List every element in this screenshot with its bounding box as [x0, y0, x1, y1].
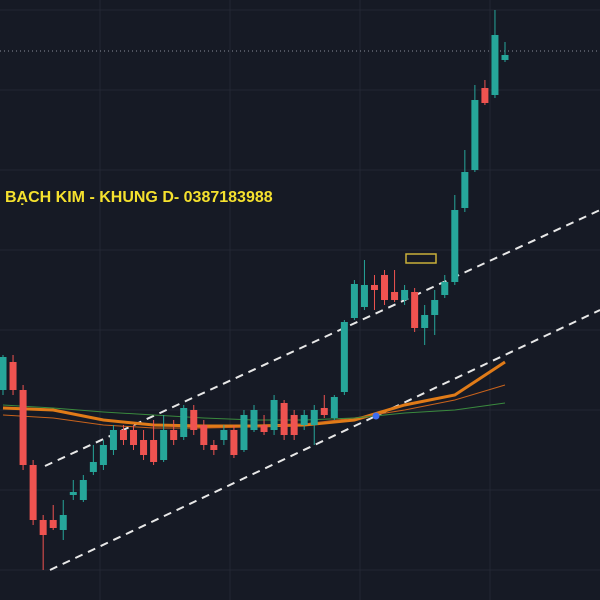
candle-body: [360, 285, 368, 307]
candle-body: [9, 362, 17, 390]
candle-body: [69, 492, 77, 495]
candle-body: [240, 415, 248, 450]
candle-body: [250, 410, 258, 430]
candle-body: [501, 55, 509, 60]
candle-body: [260, 425, 268, 432]
candle-body: [180, 408, 188, 437]
candle-body: [451, 210, 459, 282]
candle-body: [391, 292, 399, 300]
candle-body: [200, 425, 208, 445]
candle-body: [411, 292, 419, 328]
candle-body: [79, 480, 87, 500]
candle-body: [150, 440, 158, 462]
candle-body: [481, 88, 489, 103]
candle-body: [59, 515, 67, 530]
candle-body: [19, 390, 27, 465]
candle-body: [49, 520, 57, 528]
candle-body: [401, 290, 409, 300]
candle-body: [330, 397, 338, 418]
candle-body: [381, 275, 389, 300]
candle-body: [160, 430, 168, 460]
highlight-box: [405, 253, 437, 264]
candle-body: [29, 465, 37, 520]
candle-body: [190, 410, 198, 430]
candle-body: [471, 100, 479, 170]
candle-body: [230, 430, 238, 455]
candle-body: [431, 300, 439, 315]
candle-body: [170, 430, 178, 440]
candle-body: [0, 357, 7, 390]
candle-body: [441, 282, 449, 295]
candle-body: [310, 410, 318, 425]
candle-body: [140, 440, 148, 455]
marker-dot: [372, 412, 380, 420]
candle-body: [270, 400, 278, 430]
candle-body: [119, 430, 127, 440]
candle-body: [89, 462, 97, 472]
candle-body: [370, 285, 378, 290]
candle-body: [220, 430, 228, 440]
candle-body: [109, 430, 117, 450]
channel-lower: [49, 309, 600, 571]
candle-body: [421, 315, 429, 328]
candle-body: [300, 415, 308, 425]
candle-body: [491, 35, 499, 95]
candle-body: [99, 445, 107, 465]
candle-body: [320, 408, 328, 415]
candle-body: [39, 520, 47, 535]
marks: [0, 10, 509, 570]
candle-body: [340, 322, 348, 392]
candle-body: [130, 430, 138, 445]
candle-body: [210, 445, 218, 450]
candle-body: [290, 415, 298, 435]
candle-body: [350, 284, 358, 318]
chart-title: BẠCH KIM - KHUNG D- 0387183988: [5, 189, 273, 206]
candle-body: [280, 403, 288, 435]
candle-body: [461, 172, 469, 208]
